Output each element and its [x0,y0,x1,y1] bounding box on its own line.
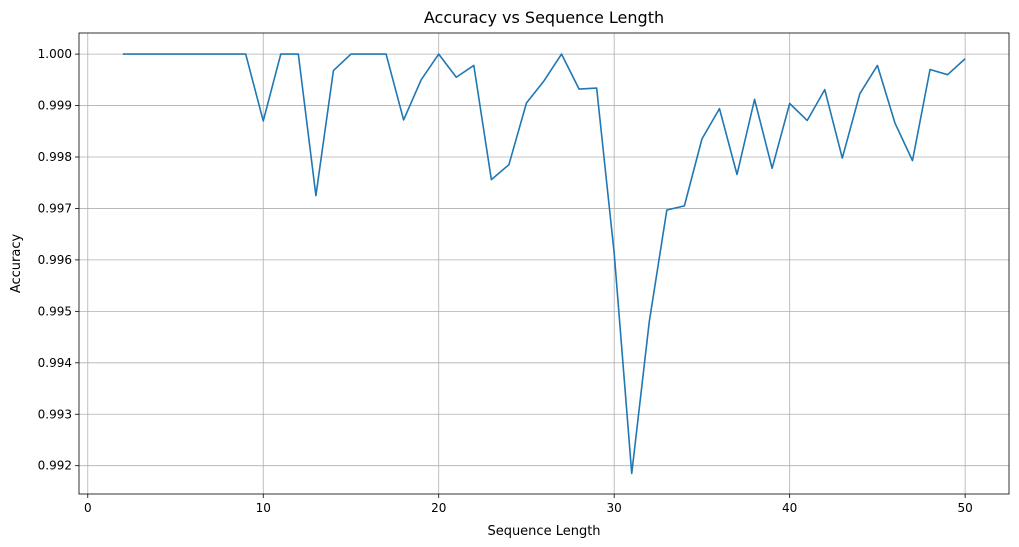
y-tick-label: 0.999 [38,99,72,113]
x-axis-ticks: 0 10 20 30 40 50 [84,494,973,515]
x-tick-label: 20 [431,501,446,515]
y-tick-label: 0.996 [38,253,72,267]
x-tick-label: 10 [256,501,271,515]
y-axis-label: Accuracy [9,234,24,294]
chart-title: Accuracy vs Sequence Length [424,8,664,27]
plot-area-frame [78,32,1010,495]
x-axis-label: Sequence Length [487,524,600,539]
y-tick-label: 0.992 [38,459,72,473]
series-line [122,53,966,475]
x-tick-label: 40 [782,501,797,515]
y-tick-label: 0.995 [38,304,72,318]
x-tick-label: 0 [84,501,92,515]
series-layer [122,53,966,475]
y-tick-label: 0.997 [38,201,72,215]
y-tick-label: 0.998 [38,150,72,164]
y-tick-label: 1.000 [38,47,72,61]
x-tick-label: 30 [607,501,622,515]
grid-lines [79,33,1009,494]
y-tick-label: 0.994 [38,356,72,370]
y-tick-label: 0.993 [38,407,72,421]
y-axis-ticks: 0.992 0.993 0.994 0.995 0.996 0.997 0.998 0.999… [38,47,79,473]
x-tick-label: 50 [957,501,972,515]
